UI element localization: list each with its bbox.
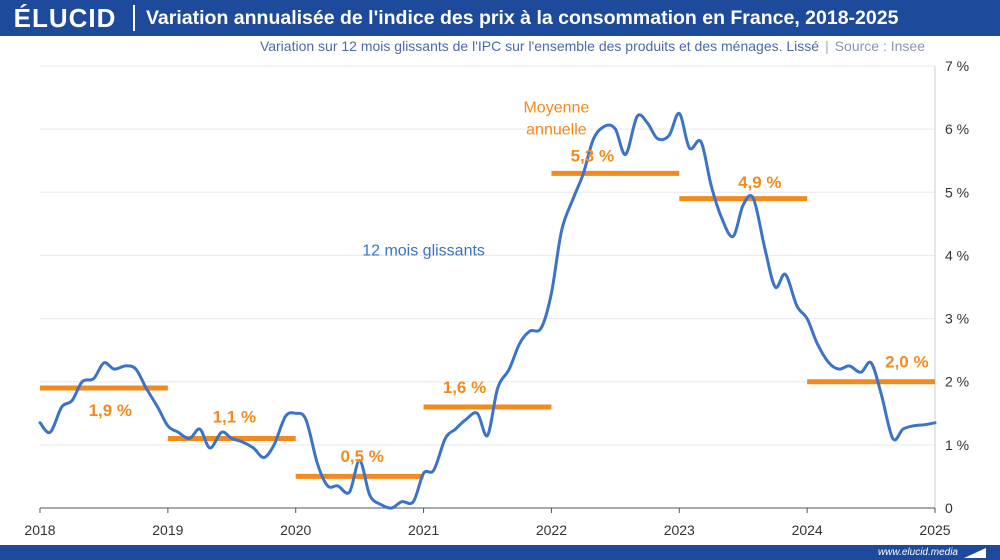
annual-mean-label: 5,3 % xyxy=(571,147,614,166)
x-tick-label: 2022 xyxy=(536,522,567,538)
y-tick-label: 0 xyxy=(945,500,953,516)
annual-mean-label: 1,9 % xyxy=(89,401,132,420)
header-divider xyxy=(133,5,135,31)
chart-title: Variation annualisée de l'indice des pri… xyxy=(146,7,899,29)
subtitle-row: Variation sur 12 mois glissants de l'IPC… xyxy=(260,38,925,54)
rolling-12m-line xyxy=(38,111,937,510)
x-tick-label: 2025 xyxy=(919,522,950,538)
x-tick-label: 2020 xyxy=(280,522,311,538)
annual-mean-label: 4,9 % xyxy=(738,173,781,192)
series-annotation-rolling: 12 mois glissants xyxy=(362,242,485,259)
x-tick-label: 2019 xyxy=(152,522,183,538)
y-tick-label: 1 % xyxy=(945,437,969,453)
x-tick-label: 2024 xyxy=(792,522,823,538)
header-bar: ÉLUCID Variation annualisée de l'indice … xyxy=(0,0,1000,36)
series-annotation-annual: annuelle xyxy=(526,122,587,139)
chart-subtitle: Variation sur 12 mois glissants de l'IPC… xyxy=(259,38,820,54)
annual-mean-label: 1,6 % xyxy=(443,378,486,397)
series-annotation-annual: Moyenne xyxy=(523,100,589,117)
y-tick-label: 2 % xyxy=(945,374,969,390)
elucid-logo: ÉLUCID xyxy=(13,3,117,33)
y-tick-label: 7 % xyxy=(945,58,969,74)
y-tick-label: 3 % xyxy=(945,311,969,327)
subtitle-separator: | xyxy=(825,38,829,54)
y-tick-label: 6 % xyxy=(945,121,969,137)
inflation-chart: 0 1 % 2 % 3 % 4 % 5 % 6 % 7 % 2018 2019 2020 2021 20… xyxy=(24,58,969,538)
elucid-mark-icon xyxy=(964,548,986,558)
annual-mean-label: 2,0 % xyxy=(885,353,928,372)
footer-url[interactable]: www.elucid.media xyxy=(877,547,958,558)
x-tick-label: 2021 xyxy=(408,522,439,538)
annual-mean-label: 0,5 % xyxy=(340,447,383,466)
source-label: Source : Insee xyxy=(834,38,925,54)
x-tick-label: 2023 xyxy=(664,522,695,538)
x-tick-label: 2018 xyxy=(24,522,55,538)
annual-mean-label: 1,1 % xyxy=(213,407,256,426)
footer-bar: www.elucid.media xyxy=(0,545,1000,560)
y-tick-label: 5 % xyxy=(945,184,969,200)
y-tick-label: 4 % xyxy=(945,247,969,263)
